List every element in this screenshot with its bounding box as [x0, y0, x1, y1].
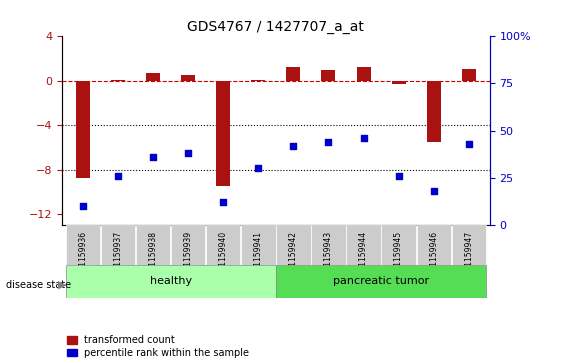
Point [149, 154, 158, 160]
Text: GSM1159939: GSM1159939 [184, 231, 193, 282]
Text: GSM1159937: GSM1159937 [114, 231, 123, 282]
Point [289, 143, 298, 149]
Bar [346, 225, 381, 265]
Bar [66, 225, 100, 265]
Text: healthy: healthy [150, 276, 192, 286]
Bar [216, 81, 230, 186]
Point [78, 203, 87, 209]
Bar [251, 79, 265, 81]
Bar [276, 265, 486, 298]
Bar [276, 225, 311, 265]
Bar [321, 70, 336, 81]
Bar [392, 81, 405, 84]
Legend: transformed count, percentile rank within the sample: transformed count, percentile rank withi… [67, 335, 249, 358]
Point [254, 166, 263, 171]
Bar [76, 81, 90, 179]
Bar [146, 73, 160, 81]
Bar [181, 75, 195, 81]
Bar [111, 79, 125, 81]
Point [114, 173, 123, 179]
Text: GSM1159942: GSM1159942 [289, 231, 298, 282]
Text: GSM1159941: GSM1159941 [254, 231, 263, 282]
Bar [66, 265, 275, 298]
Text: GSM1159944: GSM1159944 [359, 231, 368, 282]
Point [464, 141, 473, 147]
Bar [241, 225, 275, 265]
Point [429, 188, 438, 194]
Text: GSM1159936: GSM1159936 [78, 231, 87, 282]
Text: ▶: ▶ [58, 280, 66, 290]
Text: GSM1159943: GSM1159943 [324, 231, 333, 282]
Bar [311, 225, 346, 265]
Bar [462, 69, 476, 81]
Text: GSM1159940: GSM1159940 [219, 231, 228, 282]
Point [394, 173, 403, 179]
Bar [206, 225, 240, 265]
Bar [287, 68, 301, 81]
Bar [101, 225, 135, 265]
Bar [452, 225, 486, 265]
Text: GSM1159946: GSM1159946 [429, 231, 438, 282]
Bar [417, 225, 451, 265]
Point [219, 200, 228, 205]
Point [324, 139, 333, 145]
Title: GDS4767 / 1427707_a_at: GDS4767 / 1427707_a_at [187, 20, 364, 34]
Bar [427, 81, 441, 142]
Text: GSM1159945: GSM1159945 [394, 231, 403, 282]
Text: GSM1159947: GSM1159947 [464, 231, 473, 282]
Bar [382, 225, 416, 265]
Text: disease state: disease state [6, 280, 71, 290]
Bar [136, 225, 170, 265]
Point [359, 135, 368, 141]
Bar [356, 68, 370, 81]
Text: pancreatic tumor: pancreatic tumor [333, 276, 429, 286]
Point [184, 150, 193, 156]
Bar [171, 225, 205, 265]
Text: GSM1159938: GSM1159938 [149, 231, 158, 282]
